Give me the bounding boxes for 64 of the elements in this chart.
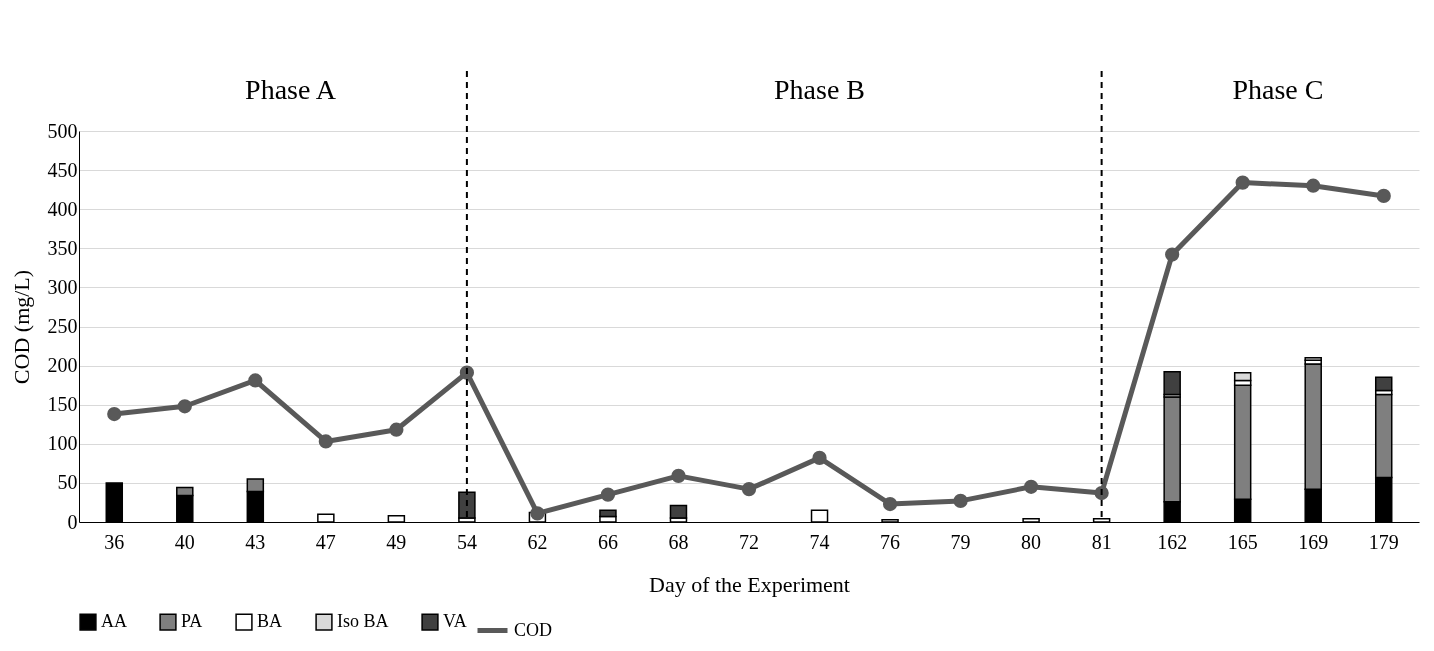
bar bbox=[1163, 371, 1181, 396]
point bbox=[1306, 178, 1321, 193]
legend-label: COD bbox=[514, 619, 553, 640]
x-tick-label: 80 bbox=[1021, 530, 1042, 553]
x-tick-label: 74 bbox=[809, 530, 830, 553]
y-axis-title: COD (mg/L) bbox=[8, 269, 34, 385]
x-tick-label: 62 bbox=[527, 530, 548, 553]
point bbox=[1023, 479, 1039, 494]
x-tick-label: 162 bbox=[1157, 530, 1188, 553]
x-tick-label: 76 bbox=[880, 530, 901, 553]
point bbox=[600, 487, 616, 502]
y-tick-label: 350 bbox=[47, 236, 78, 259]
x-tick-label: 66 bbox=[597, 530, 618, 553]
x-tick-label: 179 bbox=[1368, 530, 1399, 553]
bar bbox=[1374, 376, 1393, 392]
legend-label: VA bbox=[443, 611, 467, 632]
point bbox=[318, 434, 333, 449]
y-tick-label: 50 bbox=[57, 471, 78, 494]
x-tick-label: 68 bbox=[668, 530, 689, 553]
y-tick-label: 100 bbox=[47, 432, 78, 455]
point bbox=[882, 496, 898, 512]
y-tick-label: 150 bbox=[47, 393, 78, 416]
text: Phase B bbox=[774, 74, 866, 105]
x-tick-label: 81 bbox=[1091, 530, 1112, 553]
x-axis-title: Day of the Experiment bbox=[649, 571, 850, 597]
y-tick-label: 450 bbox=[47, 158, 78, 181]
y-tick-label: 400 bbox=[47, 197, 78, 220]
point bbox=[1235, 175, 1250, 190]
point bbox=[953, 493, 968, 508]
point bbox=[389, 422, 404, 437]
point bbox=[530, 506, 545, 521]
y-tick-label: 250 bbox=[47, 315, 78, 337]
legend-label: Iso BA bbox=[337, 611, 389, 632]
x-tick-label: 72 bbox=[739, 530, 759, 553]
bar bbox=[669, 504, 688, 519]
point bbox=[1376, 188, 1391, 204]
bar bbox=[1304, 357, 1322, 361]
x-tick-label: 40 bbox=[174, 530, 195, 553]
legend-label: PA bbox=[181, 611, 203, 632]
y-tick-label: 300 bbox=[47, 275, 78, 298]
point bbox=[248, 373, 263, 388]
x-tick-label: 165 bbox=[1227, 530, 1258, 553]
legend-label: AA bbox=[101, 611, 127, 632]
x-tick-label: 36 bbox=[104, 530, 125, 553]
x-tick-label: 49 bbox=[386, 530, 407, 553]
x-tick-label: 43 bbox=[245, 530, 266, 553]
x-tick-label: 54 bbox=[456, 530, 477, 553]
point bbox=[812, 450, 827, 465]
point bbox=[1165, 247, 1180, 262]
bar bbox=[1233, 371, 1252, 382]
legend-label: BA bbox=[257, 611, 283, 632]
point bbox=[459, 365, 475, 380]
x-tick-label: 47 bbox=[315, 530, 336, 553]
x-tick-label: 169 bbox=[1298, 530, 1329, 553]
x-tick-label: 79 bbox=[950, 530, 971, 553]
y-tick-label: 0 bbox=[67, 510, 78, 533]
point bbox=[177, 399, 192, 414]
point bbox=[107, 406, 122, 422]
y-tick-label: 500 bbox=[47, 119, 78, 142]
text: Phase C bbox=[1232, 74, 1324, 105]
text: Phase A bbox=[245, 74, 337, 105]
point bbox=[671, 468, 686, 483]
point bbox=[741, 482, 757, 497]
y-tick-label: 200 bbox=[47, 354, 78, 377]
